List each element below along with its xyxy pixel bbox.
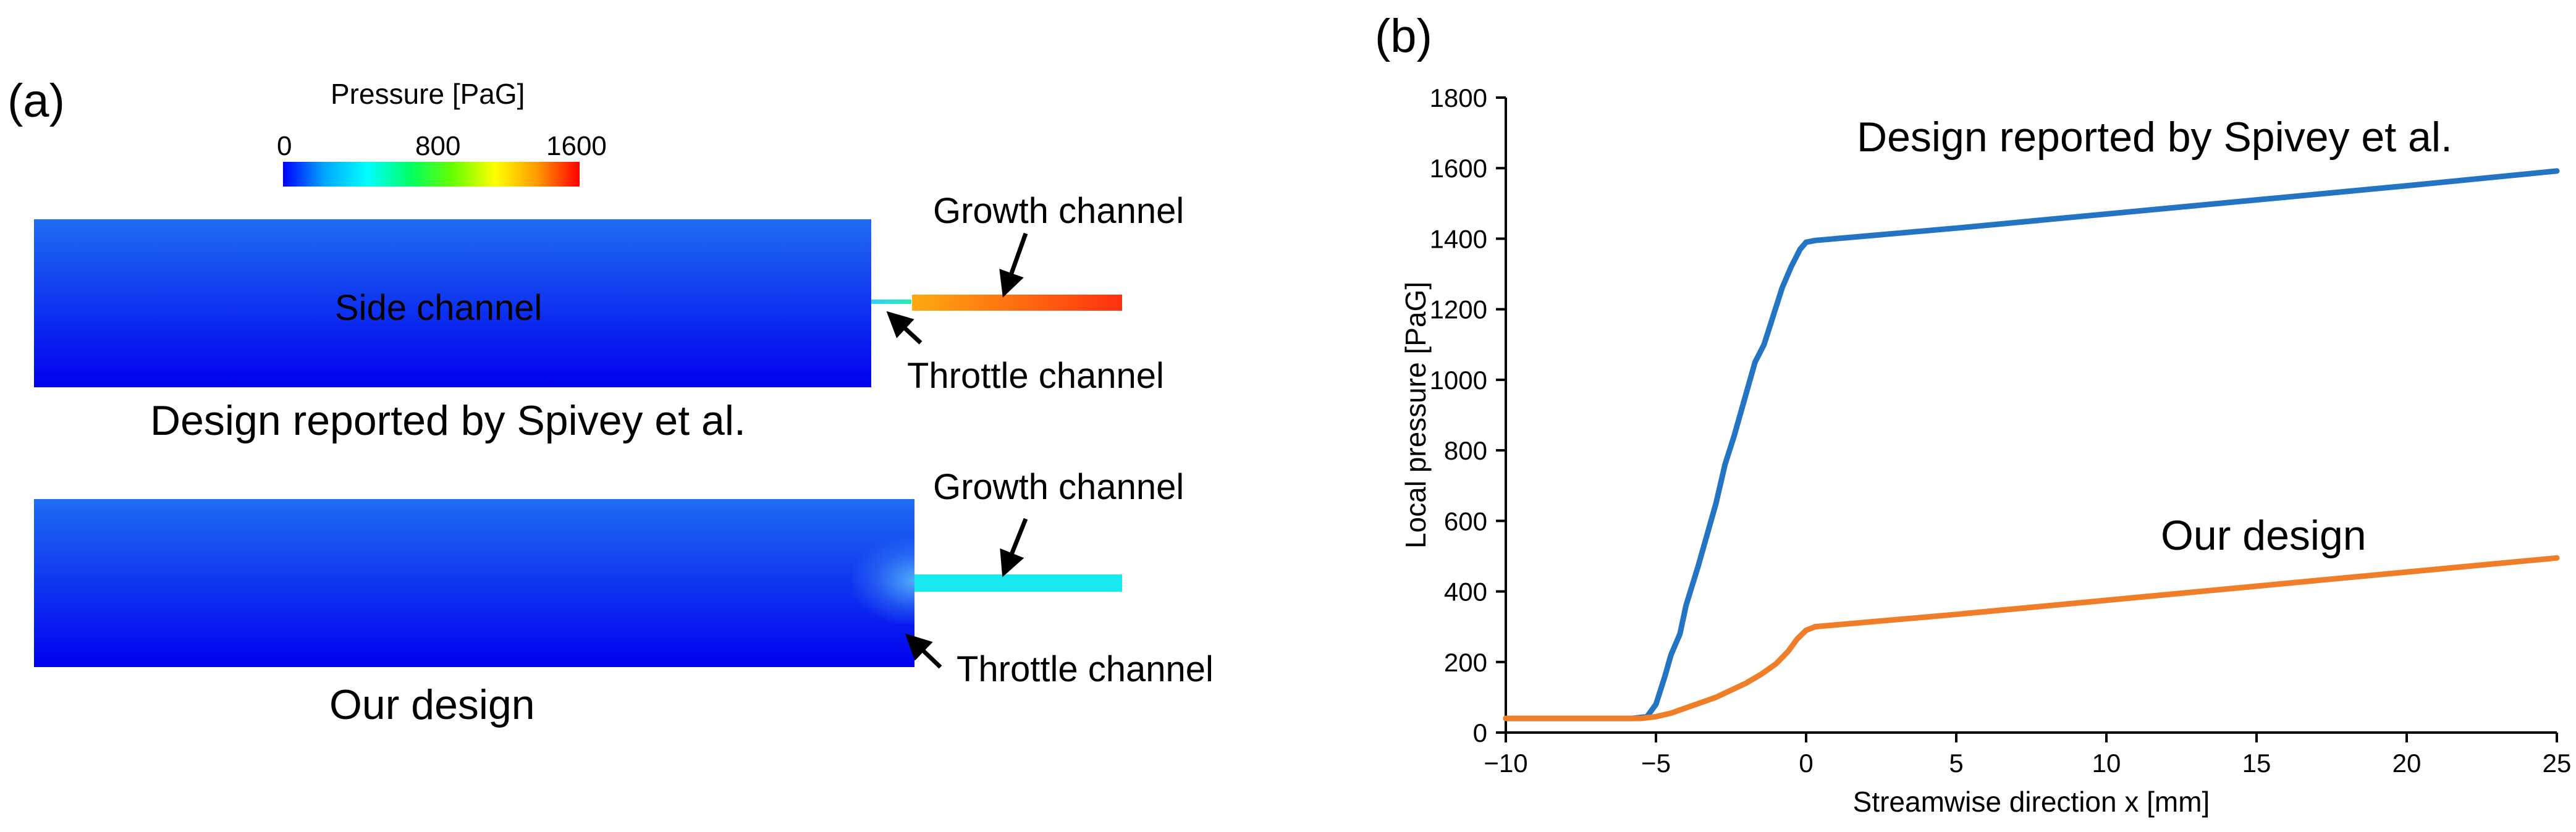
colorbar-tick-800: 800: [415, 131, 461, 161]
x-tick-label: 15: [2242, 749, 2271, 778]
panel-b-label: (b): [1375, 10, 1432, 62]
colorbar-title: Pressure [PaG]: [331, 78, 525, 110]
arrow-growth-ours: [1000, 518, 1028, 578]
side-channel-rect-spivey: [34, 219, 871, 387]
throttle-channel-label-spivey: Throttle channel: [907, 356, 1164, 396]
y-tick-label: 1600: [1430, 154, 1487, 183]
x-tick-label: 20: [2392, 749, 2422, 778]
y-tick-label: 1200: [1430, 295, 1487, 324]
y-tick-label: 1000: [1430, 366, 1487, 395]
series-line-spivey: [1503, 168, 2560, 721]
x-tick-label: 5: [1949, 749, 1963, 778]
y-tick-label: 600: [1444, 506, 1487, 536]
throttle-channel-rect-spivey: [871, 300, 911, 304]
throttle-glow-ours: [853, 537, 914, 624]
arrow-throttle-spivey: [886, 311, 923, 345]
x-tick-label: 25: [2543, 749, 2572, 778]
growth-channel-rect-ours: [914, 574, 1122, 592]
growth-channel-label-spivey: Growth channel: [933, 191, 1185, 231]
y-tick-label: 1400: [1430, 224, 1487, 253]
panel-a-arrows: [886, 232, 1028, 669]
annotation-ours: Our design: [2161, 512, 2367, 559]
y-tick-label: 200: [1444, 648, 1487, 677]
growth-channel-label-ours: Growth channel: [933, 467, 1185, 507]
colorbar-tick-1600: 1600: [546, 131, 607, 161]
x-tick-label: 10: [2092, 749, 2121, 778]
x-tick-label: −10: [1484, 749, 1527, 778]
y-tick-label: 1800: [1430, 83, 1487, 112]
caption-spivey: Design reported by Spivey et al.: [150, 397, 746, 444]
x-axis-label: Streamwise direction x [mm]: [1853, 786, 2210, 818]
side-channel-label-spivey: Side channel: [335, 288, 543, 328]
panel-a-label: (a): [7, 75, 65, 127]
y-axis-label: Local pressure [PaG]: [1400, 282, 1432, 548]
caption-ours: Our design: [329, 681, 535, 728]
y-tick-label: 800: [1444, 436, 1487, 465]
arrow-throttle-ours: [905, 633, 942, 669]
pressure-colorbar: [283, 162, 580, 187]
pressure-line-chart: 0 200 400 600 800 1000 1200 1400 1600 1800 −10 −5 0 5…: [1400, 83, 2572, 818]
y-tick-label: 400: [1444, 578, 1487, 607]
y-tick-label: 0: [1473, 718, 1487, 747]
annotation-spivey: Design reported by Spivey et al.: [1857, 114, 2452, 161]
x-tick-label: 0: [1799, 749, 1813, 778]
arrow-growth-spivey: [999, 232, 1028, 298]
colorbar-tick-0: 0: [277, 131, 292, 161]
side-channel-rect-ours: [34, 499, 914, 667]
series-line-ours: [1503, 555, 2560, 721]
x-tick-label: −5: [1641, 749, 1671, 778]
throttle-channel-label-ours: Throttle channel: [956, 649, 1214, 689]
